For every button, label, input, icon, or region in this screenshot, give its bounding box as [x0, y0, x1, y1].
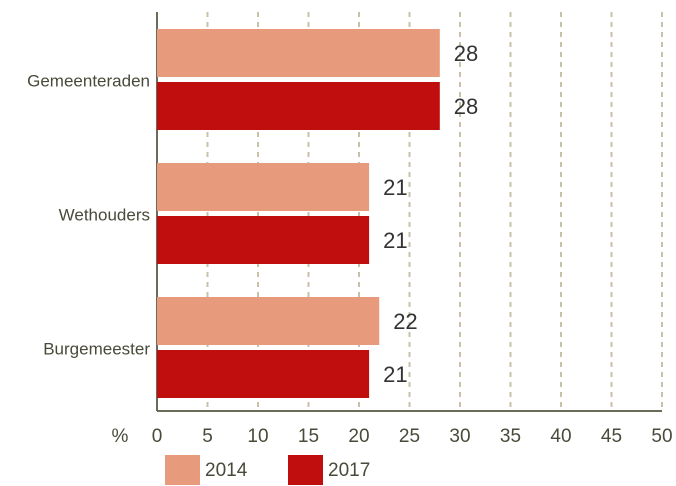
bar — [157, 82, 440, 130]
y-tick-label: Burgemeester — [43, 339, 150, 358]
value-label: 21 — [383, 362, 407, 387]
value-label: 28 — [454, 94, 478, 119]
legend-label: 2017 — [328, 460, 370, 481]
x-tick-label: 25 — [399, 426, 420, 447]
bar — [157, 350, 370, 398]
x-tick-label: 50 — [651, 426, 672, 447]
x-tick-label: 30 — [449, 426, 470, 447]
x-tick-label: 40 — [550, 426, 571, 447]
value-label: 28 — [454, 41, 478, 66]
x-tick-label: 35 — [500, 426, 521, 447]
x-tick-label: 45 — [601, 426, 622, 447]
x-tick-label: 15 — [298, 426, 319, 447]
value-label: 22 — [393, 309, 417, 334]
x-axis-label: % — [112, 426, 129, 447]
x-tick-label: 10 — [247, 426, 268, 447]
bar — [157, 297, 380, 345]
legend-label: 2014 — [205, 460, 248, 481]
value-label: 21 — [383, 228, 407, 253]
x-tick-label: 20 — [348, 426, 369, 447]
bar — [157, 29, 440, 77]
bar — [157, 216, 370, 264]
legend-swatch — [165, 455, 200, 485]
value-label: 21 — [383, 175, 407, 200]
bar — [157, 163, 370, 211]
x-tick-label: 0 — [152, 426, 163, 447]
y-tick-label: Gemeenteraden — [27, 71, 150, 90]
y-tick-label: Wethouders — [59, 205, 150, 224]
legend-swatch — [288, 455, 323, 485]
x-tick-label: 5 — [202, 426, 213, 447]
